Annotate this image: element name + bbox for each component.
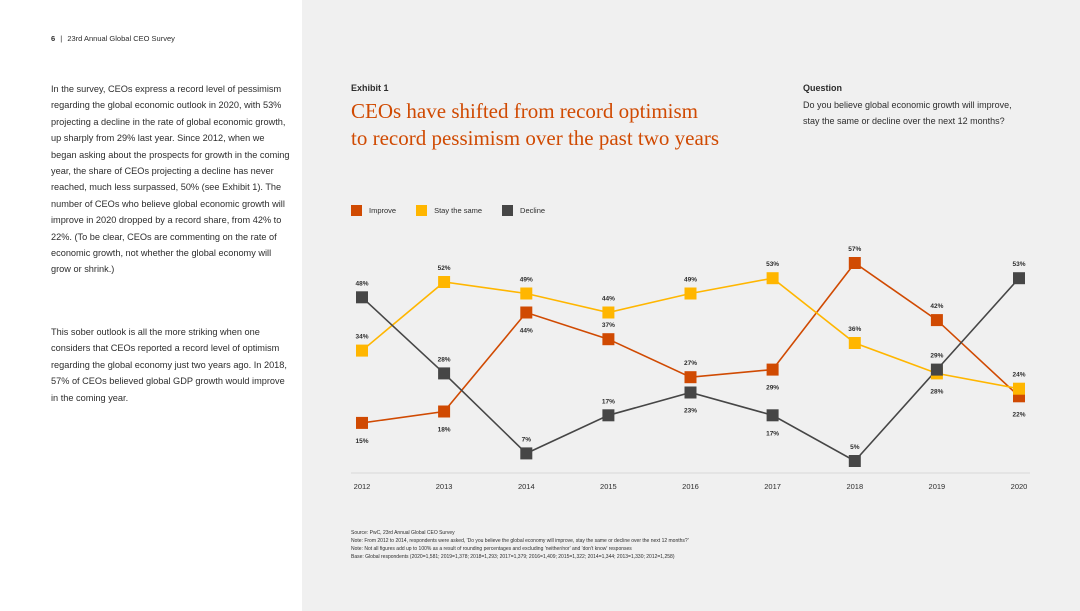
exhibit-title-line-2: to record pessimism over the past two ye… xyxy=(351,126,719,150)
marker-stay-the-same-2015 xyxy=(602,306,615,319)
marker-decline-2020 xyxy=(1013,272,1025,285)
exhibit-title: CEOs have shifted from record optimism t… xyxy=(351,98,781,152)
data-label-improve-2016: 27% xyxy=(684,360,697,367)
marker-stay-the-same-2013 xyxy=(438,276,451,288)
marker-stay-the-same-2018 xyxy=(848,337,861,349)
chart-legend: Improve Stay the same Decline xyxy=(351,205,565,216)
page-header: 6 | 23rd Annual Global CEO Survey xyxy=(51,34,175,43)
data-label-decline-2013: 28% xyxy=(438,356,451,363)
marker-improve-2018 xyxy=(848,257,861,269)
data-label-stay-the-same-2018: 36% xyxy=(848,326,861,333)
page-number: 6 xyxy=(51,34,56,43)
marker-decline-2018 xyxy=(848,455,861,467)
publication-title: 23rd Annual Global CEO Survey xyxy=(67,34,175,43)
exhibit-title-line-1: CEOs have shifted from record optimism xyxy=(351,99,699,123)
marker-decline-2012 xyxy=(356,291,368,304)
legend-label-decline: Decline xyxy=(520,206,546,215)
x-tick-label-2015: 2015 xyxy=(600,482,617,491)
data-label-improve-2012: 15% xyxy=(355,438,368,445)
legend-label-improve: Improve xyxy=(369,206,397,215)
x-tick-label-2019: 2019 xyxy=(929,482,946,491)
data-label-stay-the-same-2020: 24% xyxy=(1012,372,1025,379)
source-line-3: Note: Not all figures add up to 100% as … xyxy=(351,546,632,552)
data-label-improve-2013: 18% xyxy=(438,427,451,434)
source-line-1: Source: PwC, 23rd Annual Global CEO Surv… xyxy=(351,530,455,536)
source-line-2: Note: From 2012 to 2014, respondents wer… xyxy=(351,538,689,544)
data-label-decline-2015: 17% xyxy=(602,398,615,405)
marker-stay-the-same-2020 xyxy=(1013,382,1025,395)
data-label-improve-2020: 22% xyxy=(1012,411,1025,418)
x-tick-label-2018: 2018 xyxy=(846,482,863,491)
data-label-decline-2016: 23% xyxy=(684,408,697,415)
marker-improve-2016 xyxy=(684,371,697,384)
header-separator: | xyxy=(60,34,63,43)
data-label-stay-the-same-2015: 44% xyxy=(602,296,615,303)
x-tick-label-2014: 2014 xyxy=(518,482,535,491)
data-label-decline-2019: 29% xyxy=(930,353,943,360)
legend-item-decline: Decline xyxy=(502,205,545,216)
body-paragraph-1: In the survey, CEOs express a record lev… xyxy=(51,84,290,275)
marker-stay-the-same-2014 xyxy=(520,287,533,300)
data-label-decline-2012: 48% xyxy=(355,280,368,287)
x-tick-label-2020: 2020 xyxy=(1011,482,1028,491)
marker-decline-2013 xyxy=(438,367,451,380)
legend-label-stay-the-same: Stay the same xyxy=(434,206,483,215)
marker-improve-2012 xyxy=(356,416,368,429)
legend-swatch-improve xyxy=(351,205,362,216)
data-label-stay-the-same-2014: 49% xyxy=(520,277,533,284)
data-label-stay-the-same-2012: 34% xyxy=(355,334,368,341)
x-tick-label-2012: 2012 xyxy=(354,482,371,491)
marker-decline-2015 xyxy=(602,409,615,422)
left-panel xyxy=(0,0,302,611)
body-paragraph-2: This sober outlook is all the more strik… xyxy=(51,327,287,403)
x-tick-label-2013: 2013 xyxy=(436,482,453,491)
data-label-decline-2017: 17% xyxy=(766,430,779,437)
data-label-decline-2020: 53% xyxy=(1012,261,1025,268)
marker-improve-2013 xyxy=(438,405,451,418)
data-label-stay-the-same-2017: 53% xyxy=(766,261,779,268)
data-label-improve-2017: 29% xyxy=(766,385,779,392)
legend-item-stay-the-same: Stay the same xyxy=(416,205,482,216)
data-label-improve-2014: 44% xyxy=(520,328,533,335)
data-label-stay-the-same-2016: 49% xyxy=(684,277,697,284)
legend-swatch-stay-the-same xyxy=(416,205,428,216)
data-label-improve-2019: 42% xyxy=(930,303,943,310)
marker-improve-2015 xyxy=(602,333,615,346)
exhibit-label: Exhibit 1 xyxy=(351,83,389,93)
marker-decline-2019 xyxy=(930,363,943,376)
marker-decline-2014 xyxy=(520,447,533,460)
x-tick-label-2017: 2017 xyxy=(764,482,781,491)
data-label-improve-2018: 57% xyxy=(848,246,861,253)
marker-stay-the-same-2017 xyxy=(766,272,779,285)
data-label-decline-2014: 7% xyxy=(522,436,532,443)
question-label: Question xyxy=(803,83,843,93)
marker-improve-2017 xyxy=(766,363,779,376)
source-line-4: Base: Global respondents (2020=1,581; 20… xyxy=(351,554,675,560)
marker-improve-2019 xyxy=(930,314,943,327)
data-label-stay-the-same-2013: 52% xyxy=(438,265,451,272)
data-label-stay-the-same-2019: 28% xyxy=(930,388,943,395)
marker-decline-2016 xyxy=(684,386,697,399)
marker-decline-2017 xyxy=(766,409,779,422)
marker-stay-the-same-2012 xyxy=(356,344,368,357)
series-line-decline xyxy=(361,277,1020,463)
right-panel xyxy=(302,0,1080,611)
legend-item-improve: Improve xyxy=(351,205,396,216)
data-label-decline-2018: 5% xyxy=(850,444,860,451)
legend-swatch-decline xyxy=(502,205,514,216)
source-notes: Source: PwC, 23rd Annual Global CEO Surv… xyxy=(351,529,811,561)
x-tick-label-2016: 2016 xyxy=(682,482,699,491)
marker-stay-the-same-2016 xyxy=(684,287,697,300)
series-line-improve xyxy=(361,261,1020,424)
marker-improve-2014 xyxy=(520,306,533,319)
question-text: Do you believe global economic growth wi… xyxy=(803,100,1012,126)
line-chart: 15% 18% 44% 37% 27% 29% 57% 42% 22% 34% 52% 49% 44% 4… xyxy=(351,246,1030,491)
data-label-improve-2015: 37% xyxy=(602,322,615,329)
